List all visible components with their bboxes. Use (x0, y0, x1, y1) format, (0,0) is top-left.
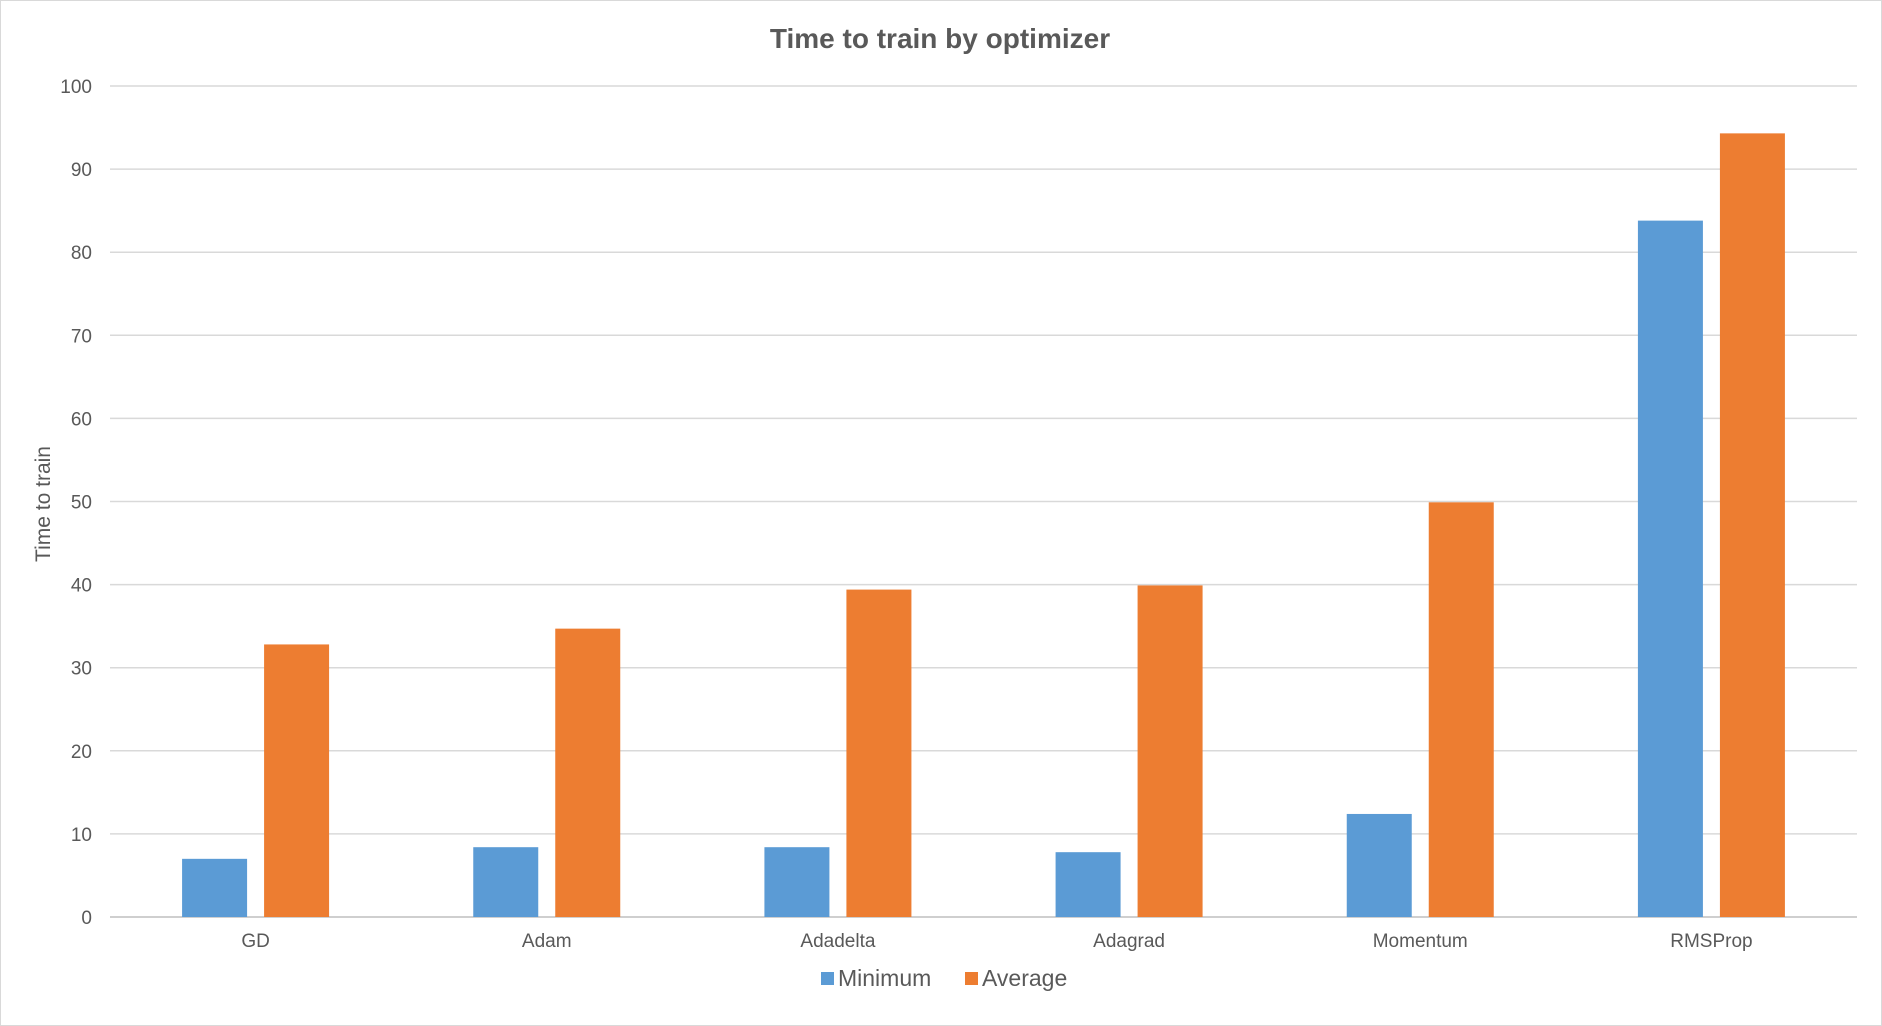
bar-average-gd (264, 644, 330, 917)
legend-swatch-minimum (821, 972, 834, 985)
bar-minimum-gd (182, 858, 248, 917)
y-tick-label: 0 (81, 908, 92, 929)
y-axis-title: Time to train (32, 446, 55, 562)
bar-minimum-rmsprop (1637, 220, 1703, 917)
y-tick-label: 30 (71, 659, 92, 680)
bar-minimum-adagrad (1055, 852, 1121, 917)
bar-minimum-momentum (1346, 813, 1412, 917)
x-tick-label: Adadelta (800, 931, 875, 952)
y-tick-label: 60 (71, 409, 92, 430)
x-tick-labels: GD Adam Adadelta Adagrad Momentum RMSProp (241, 931, 1752, 952)
legend-label-average: Average (982, 965, 1067, 991)
legend-swatch-average (965, 972, 978, 985)
y-tick-labels: 0 10 20 30 40 50 60 70 80 90 100 (60, 77, 92, 929)
y-tick-label: 70 (71, 326, 92, 347)
legend-label-minimum: Minimum (838, 965, 931, 991)
x-tick-label: Adagrad (1093, 931, 1165, 952)
y-tick-label: 80 (71, 243, 92, 264)
y-tick-label: 40 (71, 576, 92, 597)
bar-average-adam (555, 628, 621, 917)
bar-average-momentum (1428, 502, 1494, 917)
x-tick-label: Momentum (1373, 931, 1468, 952)
bar-average-adadelta (846, 589, 912, 917)
y-tick-label: 50 (71, 493, 92, 514)
y-tick-label: 100 (60, 77, 92, 98)
legend: Minimum Average (821, 965, 1067, 991)
bar-minimum-adadelta (764, 847, 830, 917)
bar-average-rmsprop (1719, 133, 1785, 917)
x-tick-label: GD (241, 931, 270, 952)
bar-average-adagrad (1137, 585, 1203, 917)
gridlines (110, 85, 1857, 918)
y-tick-label: 20 (71, 742, 92, 763)
chart-title: Time to train by optimizer (770, 23, 1110, 54)
bar-minimum-adam (473, 847, 539, 917)
bars (182, 133, 1785, 917)
y-tick-label: 90 (71, 160, 92, 181)
x-tick-label: Adam (522, 931, 572, 952)
x-tick-label: RMSProp (1670, 931, 1752, 952)
y-tick-label: 10 (71, 825, 92, 846)
